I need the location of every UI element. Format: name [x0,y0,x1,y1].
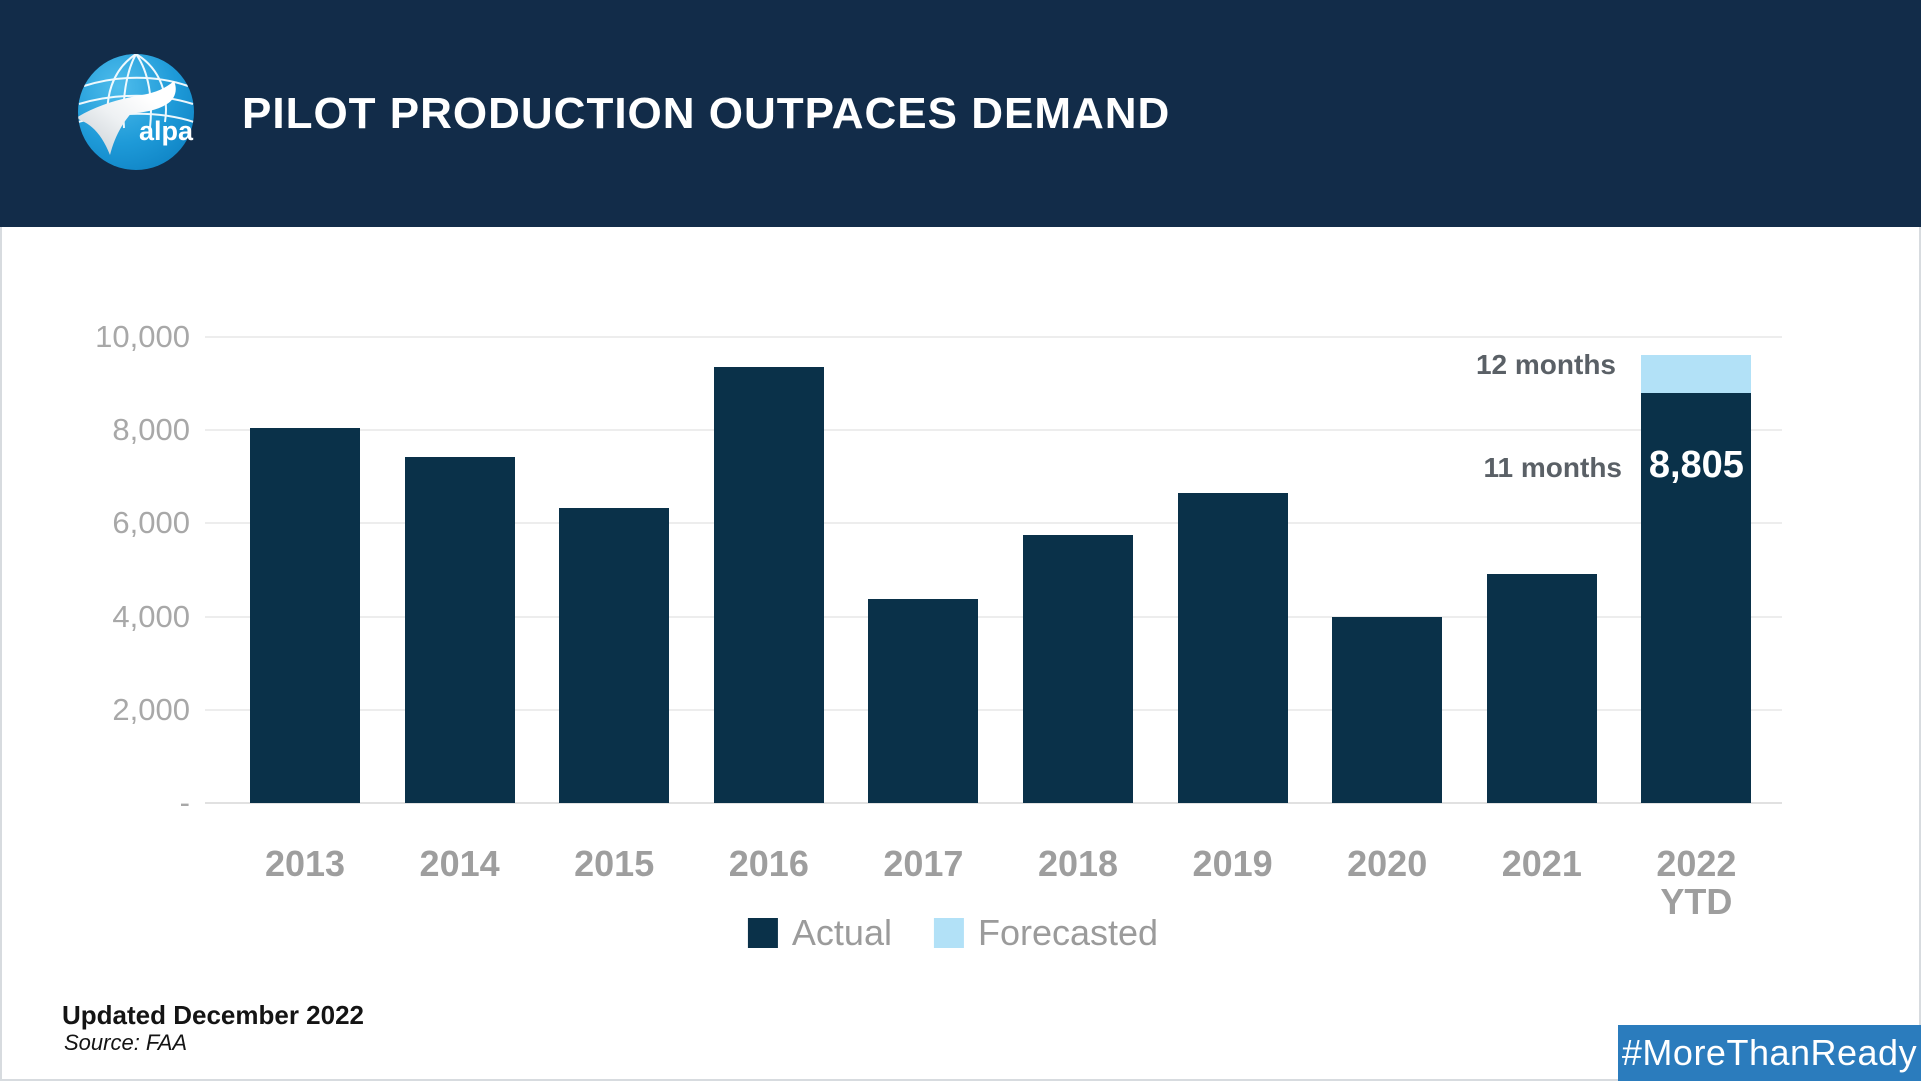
bar-actual-segment [559,508,670,803]
bar-actual-segment [868,599,979,803]
bar-actual-segment [1023,535,1133,803]
hashtag-banner: #MoreThanReady [1618,1025,1921,1081]
swoosh [78,81,176,155]
x-axis-label: 2017 [883,843,964,884]
x-axis-label: 2020 [1347,843,1428,884]
legend-label: Forecasted [977,912,1159,953]
x-axis-sublabel: YTD [1660,881,1733,922]
gridline [205,429,1782,432]
page-title: PILOT PRODUCTION OUTPACES DEMAND [242,88,1171,138]
legend-item: Actual [747,912,892,954]
bar-actual-segment [713,366,824,803]
legend-label: Actual [791,912,892,953]
legend-swatch [933,918,964,948]
bar-actual-segment [404,456,515,803]
months-annotation: 11 months [1483,452,1622,483]
legend-item: Forecasted [933,912,1159,954]
x-axis-label: 2019 [1192,843,1273,884]
x-axis-label: 2013 [264,843,346,884]
y-axis-label: 10,000 [95,319,190,354]
bar-value-label: 8,805 [1648,444,1744,486]
legend-swatch [747,918,778,948]
bar-forecasted-segment [1641,355,1752,393]
gridline [205,802,1782,804]
x-axis-label: 2016 [728,843,809,884]
bar-actual-segment [250,427,360,803]
gridline [205,615,1782,618]
gridline [205,708,1782,711]
x-axis-label: 2022 YTD [1586,845,1806,921]
alpa-logo-text: alpa [139,116,194,146]
header-bar: alpa PILOT PRODUCTION OUTPACES DEMAND [0,0,1921,227]
source-note: Source: FAA [64,1030,188,1055]
y-axis-label: 6,000 [112,505,190,541]
bar-actual-segment [1177,493,1288,803]
bar-actual-segment [1641,392,1752,803]
alpa-logo: alpa [78,54,194,170]
x-axis-label: 2014 [419,843,500,884]
months-annotation: 12 months [1475,349,1616,380]
gridline [205,522,1782,525]
updated-note: Updated December 2022 [62,1000,365,1030]
y-axis-label: 4,000 [112,598,190,634]
gridline [205,336,1782,338]
chart-legend: Actual Forecasted [747,912,1159,954]
y-axis-label: 2,000 [112,691,190,727]
x-axis-label: 2021 [1501,843,1582,884]
x-axis-label: 2015 [574,843,655,884]
bar-actual-segment [1332,616,1443,803]
y-axis-label: 8,000 [112,412,190,448]
y-axis-label: - [179,785,190,820]
x-axis-label: 2018 [1037,843,1119,884]
bar-actual-segment [1486,574,1597,803]
